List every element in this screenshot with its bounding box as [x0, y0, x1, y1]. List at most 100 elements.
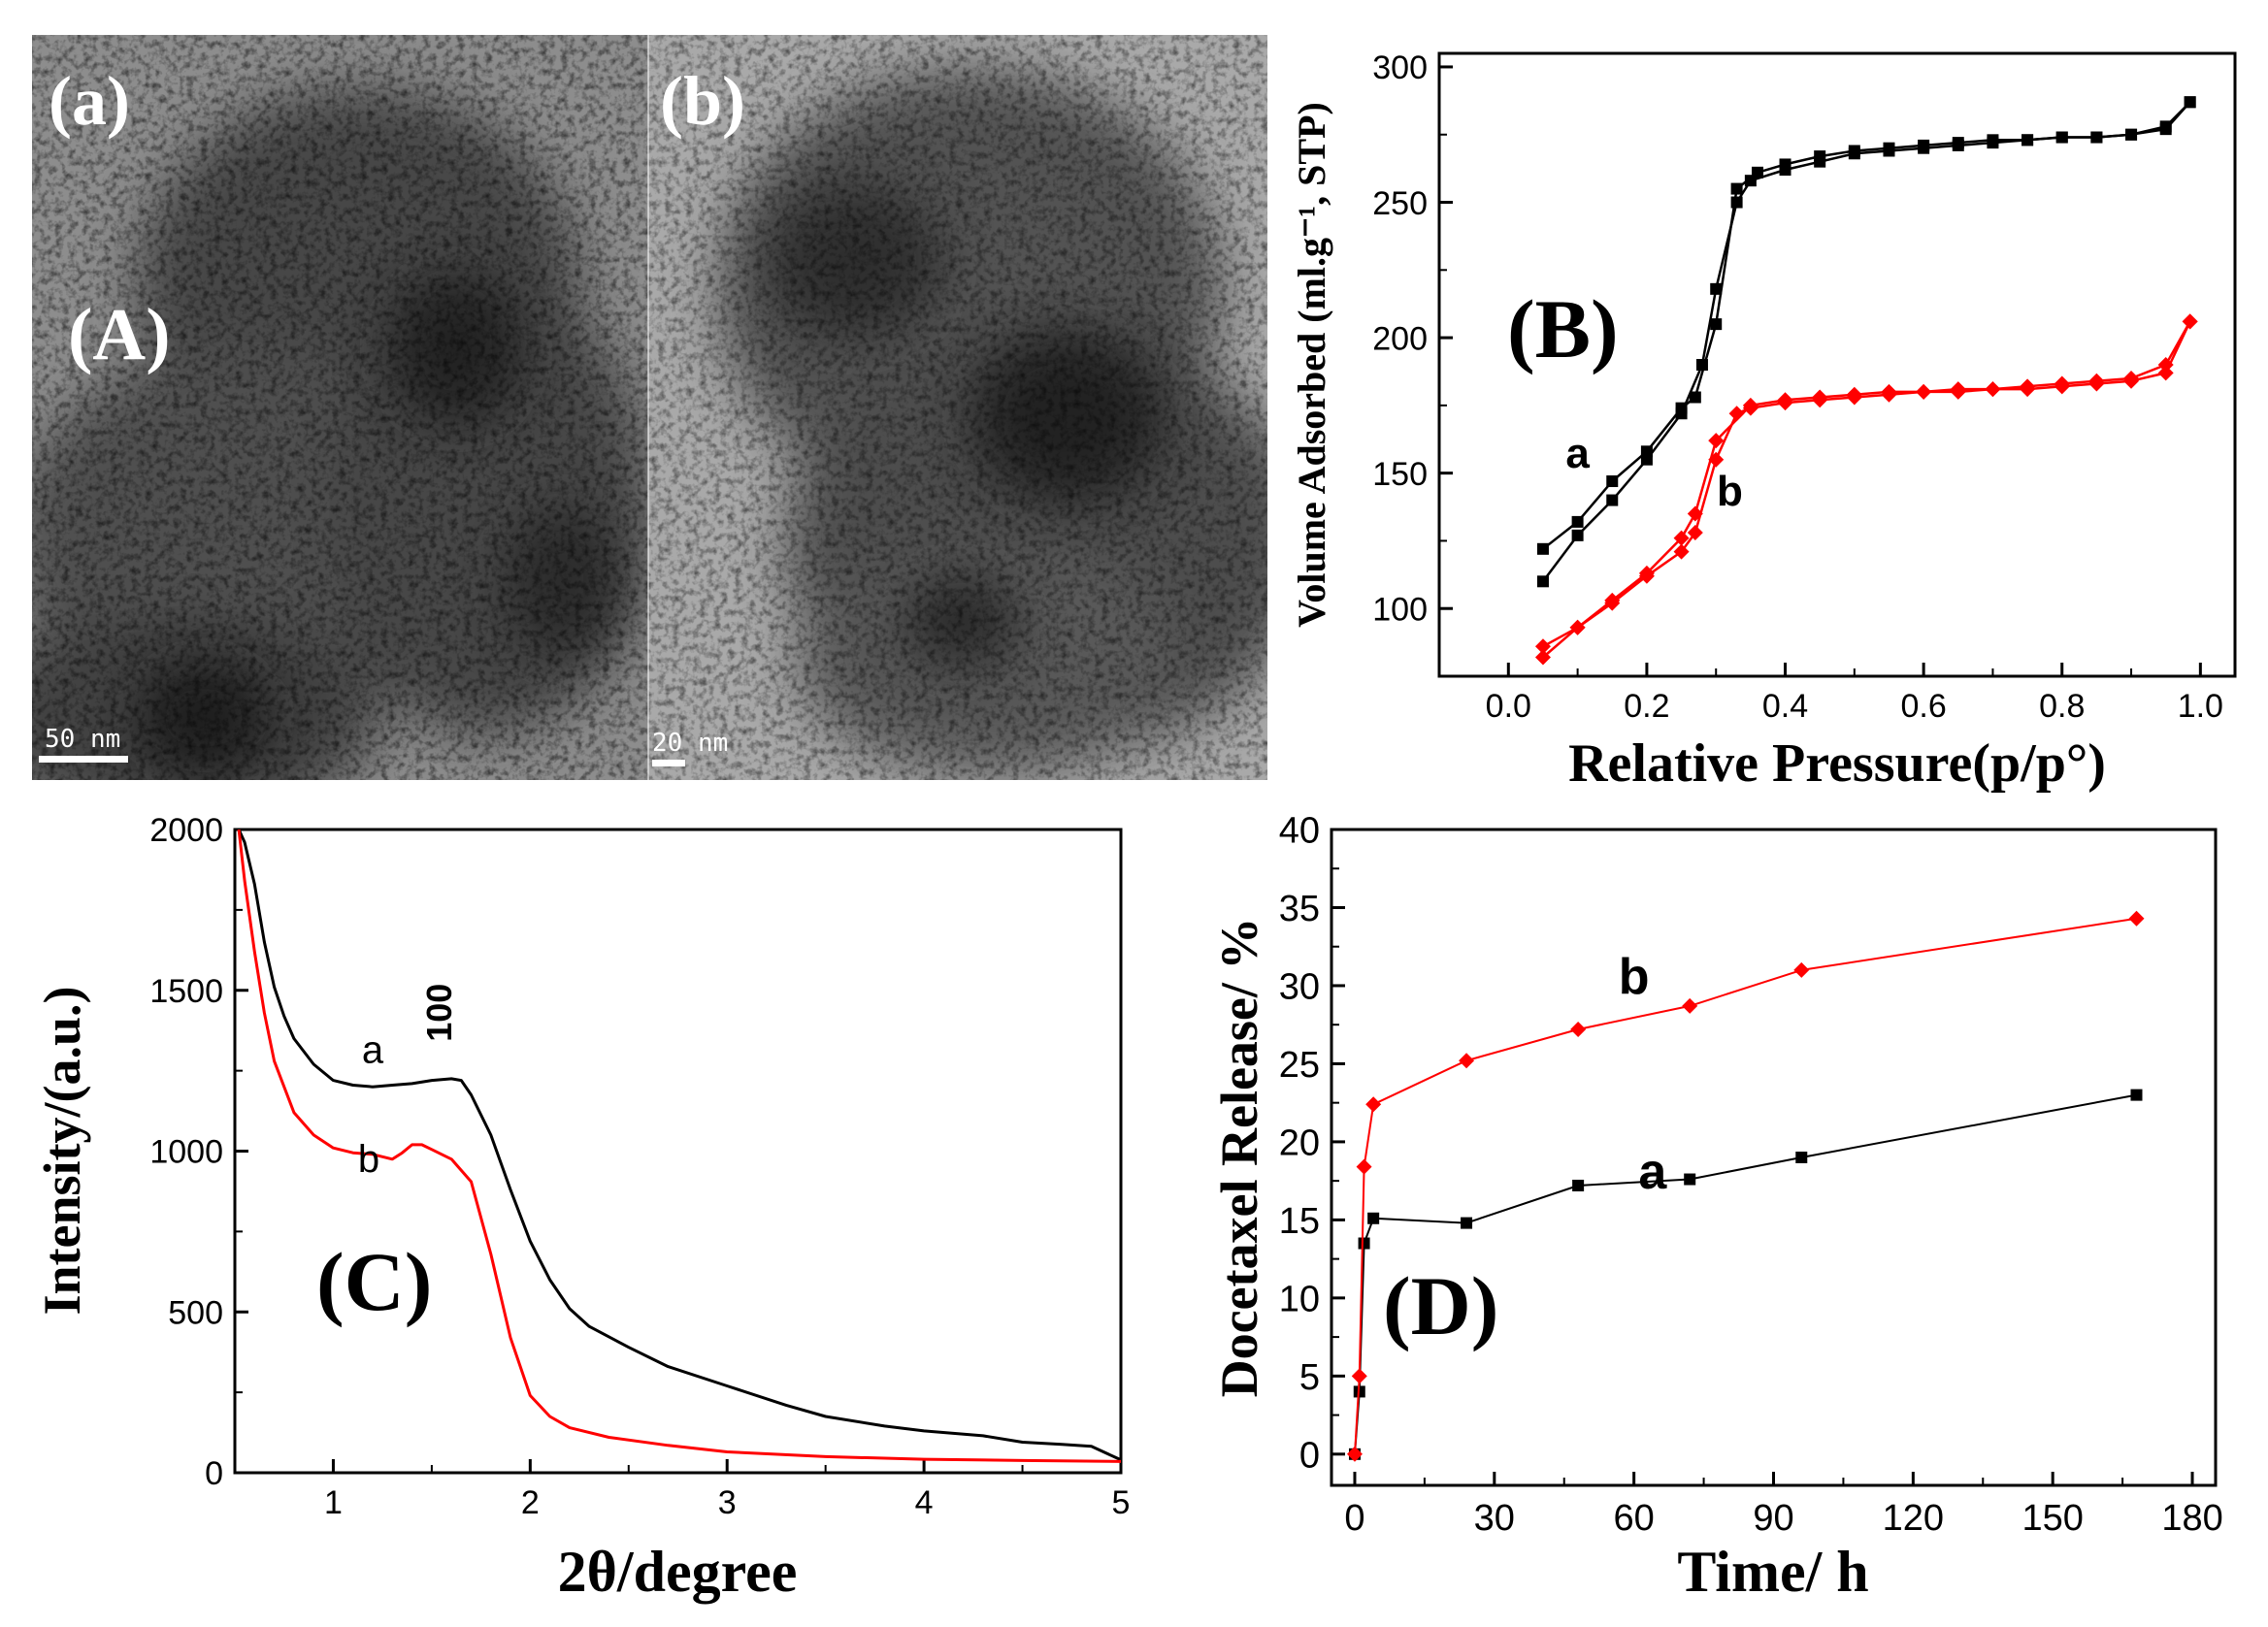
chart-b-point-b [1812, 389, 1828, 406]
chart-b-point-b [1638, 565, 1655, 581]
chart-b-isotherm: 0.0 0.2 0.4 0.6 0.8 1.0 100 150 200 250 300 (B) a b… [1290, 49, 2237, 794]
chart-d-ytick-label: 10 [1279, 1280, 1320, 1320]
chart-d-point-b [1793, 961, 1810, 978]
chart-b-ytick-label: 100 [1372, 591, 1428, 628]
chart-c-xtick-label: 4 [915, 1484, 934, 1521]
chart-b-xlabel: Relative Pressure(p/p°) [1568, 733, 2106, 794]
chart-d-ytick-label: 30 [1279, 967, 1320, 1008]
chart-b-ylabel: Volume Adsorbed (ml.g⁻¹, STP) [1290, 102, 1333, 628]
chart-b-point-a [1640, 445, 1653, 458]
chart-b-xtick-label: 0.4 [1762, 688, 1808, 725]
chart-c-panel-label: (C) [316, 1235, 432, 1328]
chart-b-point-a [2090, 131, 2103, 144]
chart-b-point-b [1534, 649, 1551, 666]
chart-d-ytick-label: 40 [1279, 811, 1320, 852]
chart-b-point-a [1883, 142, 1895, 154]
chart-d-point-b [1365, 1096, 1382, 1113]
chart-b-point-b [2020, 378, 2036, 395]
chart-b-point-a [1752, 166, 1763, 179]
chart-c-annotation: b [358, 1138, 379, 1181]
scale-bar-b-label: 20 nm [652, 729, 728, 758]
scale-bar-a [39, 756, 128, 763]
chart-d-point-b [1351, 1368, 1367, 1384]
chart-c-annotation: a [362, 1028, 384, 1071]
chart-d-point-b [1346, 1446, 1363, 1462]
chart-b-point-b [2054, 375, 2070, 392]
chart-b-point-b [1916, 383, 1932, 400]
chart-b-point-a [1536, 575, 1549, 588]
chart-d-point-a [1572, 1179, 1585, 1191]
chart-c-series-a [237, 829, 1122, 1462]
chart-c-annotation: 100 [419, 984, 459, 1042]
chart-d-xtick-label: 30 [1474, 1498, 1515, 1539]
chart-b-point-a [2159, 123, 2172, 136]
chart-b-point-b [2157, 365, 2174, 381]
chart-b-point-b [1742, 397, 1759, 413]
chart-b-point-a [1536, 542, 1549, 555]
chart-b-point-b [2088, 373, 2105, 389]
chart-b-point-b [1534, 638, 1551, 655]
chart-b-point-a [1689, 391, 1701, 404]
chart-d-ytick-label: 15 [1279, 1201, 1320, 1242]
chart-b-point-b [1985, 381, 2001, 398]
chart-c-xtick-label: 3 [718, 1484, 737, 1521]
tem-image-a [32, 35, 648, 780]
chart-b-point-b [1604, 592, 1621, 608]
chart-d-ytick-label: 25 [1279, 1045, 1320, 1086]
tem-label-b: (b) [660, 62, 745, 140]
chart-b-point-a [2125, 128, 2138, 141]
chart-d-series-b [1354, 917, 2137, 1454]
chart-b-ytick-label: 150 [1372, 456, 1428, 493]
chart-b-series-b-desorption [1542, 320, 2191, 648]
chart-b-point-a [1779, 158, 1791, 171]
chart-b-series-a-desorption [1542, 101, 2191, 550]
chart-c-xlabel: 2θ/degree [558, 1540, 798, 1604]
chart-d-frame [1330, 828, 2218, 1487]
chart-d-ytick-label: 5 [1299, 1357, 1320, 1398]
chart-b-point-a [1987, 134, 1999, 146]
chart-b-point-b [1673, 530, 1690, 546]
chart-b-xtick-label: 0.8 [2039, 688, 2085, 725]
chart-b-point-a [1695, 359, 1708, 371]
chart-b-point-b [2157, 357, 2174, 373]
chart-c-ylabel: Intensity/(a.u.) [33, 986, 91, 1315]
chart-d-point-a [1358, 1237, 1370, 1250]
chart-b-annotation: b [1717, 468, 1743, 515]
chart-b-xtick-label: 0.0 [1486, 688, 1531, 725]
chart-d-xtick-label: 0 [1344, 1498, 1364, 1539]
chart-d-panel-label: (D) [1383, 1259, 1498, 1352]
chart-d-ytick-label: 35 [1279, 889, 1320, 929]
chart-d-ylabel: Docetaxel Release/ % [1210, 918, 1268, 1398]
chart-b-point-b [1950, 381, 1966, 398]
chart-b-ytick-label: 300 [1372, 49, 1428, 86]
chart-c-xtick-label: 1 [324, 1484, 343, 1521]
chart-b-point-a [1606, 475, 1619, 488]
chart-d-annotation: a [1638, 1144, 1667, 1200]
chart-b-point-b [1569, 619, 1586, 635]
chart-b-point-a [2021, 134, 2034, 146]
chart-b-point-b [1777, 392, 1793, 408]
chart-b-xtick-label: 1.0 [2178, 688, 2223, 725]
chart-b-annotation: a [1565, 430, 1590, 477]
chart-b-xtick-label: 0.6 [1900, 688, 1946, 725]
chart-b-point-b [1687, 525, 1703, 541]
chart-b-point-b [1881, 383, 1897, 400]
chart-b-point-b [1708, 451, 1725, 468]
chart-b-point-b [1708, 433, 1725, 449]
chart-b-point-a [1918, 139, 1930, 151]
chart-b-point-a [1571, 529, 1584, 541]
chart-c-xrd: 1 2 3 4 5 0 500 1000 1500 2000 (C) a b 100 2θ/degre… [33, 812, 1130, 1604]
chart-b-point-b [1846, 386, 1862, 403]
scale-bar-a-label: 50 nm [45, 725, 120, 754]
chart-d-ytick-label: 0 [1299, 1435, 1320, 1476]
tem-image-b [648, 35, 1267, 780]
tem-panel: (a) (b) (A) 50 nm 20 nm [32, 35, 1267, 780]
chart-b-point-b [2182, 313, 2198, 330]
chart-d-point-b [1570, 1022, 1587, 1038]
chart-d-point-a [1684, 1173, 1696, 1186]
chart-b-point-b [1728, 406, 1745, 422]
chart-b-series-b-adsorption [1542, 320, 2191, 659]
chart-c-xtick-label: 2 [521, 1484, 540, 1521]
